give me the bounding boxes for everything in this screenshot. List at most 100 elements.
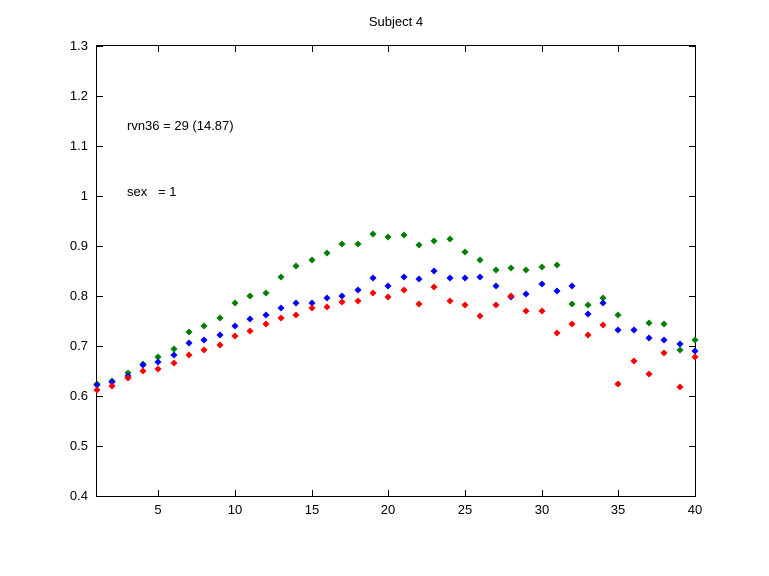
data-point-red-series	[599, 320, 607, 329]
data-point-green-series	[338, 239, 346, 248]
y-tick-right	[689, 346, 695, 347]
data-point-red-series	[338, 298, 346, 306]
data-point-blue-series	[354, 285, 362, 294]
data-point-blue-series	[323, 293, 331, 302]
data-point-green-series	[384, 233, 392, 241]
y-tick-label: 0.9	[69, 238, 88, 253]
y-tick-label: 0.8	[69, 288, 88, 303]
data-point-red-series	[630, 356, 638, 365]
data-point-red-series	[691, 353, 699, 361]
data-point-red-series	[430, 283, 438, 291]
y-tick-left	[97, 346, 103, 347]
data-point-green-series	[645, 318, 653, 327]
data-point-red-series	[139, 367, 147, 375]
data-point-red-series	[308, 304, 316, 312]
data-point-red-series	[231, 332, 239, 340]
y-tick-left	[97, 196, 103, 197]
data-point-red-series	[369, 289, 377, 297]
data-point-red-series	[384, 293, 392, 301]
x-tick-bottom	[235, 490, 236, 496]
data-point-red-series	[200, 345, 208, 354]
y-tick-right	[689, 46, 695, 47]
data-point-blue-series	[630, 326, 638, 334]
data-point-red-series	[292, 311, 300, 319]
data-point-green-series	[538, 263, 546, 271]
y-tick-left	[97, 446, 103, 447]
data-point-blue-series	[430, 266, 438, 275]
plot-area: rvn36 = 29 (14.87) sex = 1	[93, 45, 699, 497]
data-point-green-series	[660, 320, 668, 328]
x-tick-top	[158, 46, 159, 52]
y-tick-left	[97, 96, 103, 97]
data-point-red-series	[538, 307, 546, 315]
data-point-green-series	[614, 310, 622, 319]
data-point-green-series	[691, 336, 699, 344]
x-tick-top	[312, 46, 313, 52]
annotation: rvn36 = 29 (14.87) sex = 1	[127, 71, 234, 247]
data-point-red-series	[676, 383, 684, 391]
y-tick-right	[689, 446, 695, 447]
x-tick-label: 25	[457, 502, 473, 517]
data-point-red-series	[614, 379, 622, 388]
data-point-green-series	[446, 234, 454, 243]
data-point-red-series	[461, 301, 469, 309]
y-tick-label: 1	[80, 188, 88, 203]
annotation-line-2: sex = 1	[127, 184, 177, 199]
data-point-red-series	[262, 320, 270, 328]
x-tick-top	[465, 46, 466, 52]
x-tick-bottom	[312, 490, 313, 496]
data-point-blue-series	[676, 339, 684, 348]
data-point-green-series	[415, 240, 423, 249]
data-point-red-series	[154, 365, 162, 373]
y-tick-left	[97, 396, 103, 397]
annotation-line-1: rvn36 = 29 (14.87)	[127, 118, 234, 133]
data-point-blue-series	[492, 282, 500, 290]
data-point-green-series	[277, 273, 285, 281]
y-tick-right	[689, 196, 695, 197]
data-point-blue-series	[277, 304, 285, 312]
data-point-green-series	[522, 266, 530, 274]
x-tick-label: 35	[610, 502, 626, 517]
y-tick-label: 0.7	[69, 338, 88, 353]
data-point-blue-series	[584, 310, 592, 318]
data-point-green-series	[476, 255, 484, 264]
y-tick-left	[97, 296, 103, 297]
data-point-green-series	[200, 321, 208, 330]
data-point-red-series	[185, 351, 193, 359]
x-tick-label: 10	[227, 502, 243, 517]
data-point-green-series	[216, 314, 224, 322]
y-tick-label: 0.4	[69, 488, 88, 503]
data-point-red-series	[400, 286, 408, 294]
data-point-blue-series	[170, 351, 178, 359]
data-point-red-series	[415, 300, 423, 308]
x-tick-bottom	[158, 490, 159, 496]
data-point-blue-series	[262, 311, 270, 319]
y-tick-left	[97, 46, 103, 47]
x-tick-bottom	[465, 490, 466, 496]
data-point-red-series	[323, 303, 331, 311]
data-point-red-series	[553, 328, 561, 337]
data-point-blue-series	[200, 335, 208, 344]
data-point-blue-series	[522, 290, 530, 298]
data-point-blue-series	[369, 273, 377, 282]
data-point-green-series	[262, 288, 270, 297]
x-tick-label: 40	[687, 502, 703, 517]
data-point-red-series	[108, 382, 116, 390]
data-point-green-series	[507, 264, 515, 272]
y-tick-right	[689, 96, 695, 97]
y-tick-label: 1.1	[69, 138, 88, 153]
x-tick-label: 30	[534, 502, 550, 517]
y-tick-right	[689, 296, 695, 297]
data-point-blue-series	[568, 282, 576, 290]
data-point-green-series	[568, 299, 576, 308]
data-point-red-series	[645, 369, 653, 378]
y-tick-right	[689, 246, 695, 247]
data-point-blue-series	[660, 336, 668, 344]
data-point-blue-series	[185, 339, 193, 347]
x-tick-top	[542, 46, 543, 52]
data-point-blue-series	[216, 331, 224, 339]
x-tick-label: 5	[154, 502, 162, 517]
y-tick-label: 0.6	[69, 388, 88, 403]
data-point-blue-series	[553, 286, 561, 295]
